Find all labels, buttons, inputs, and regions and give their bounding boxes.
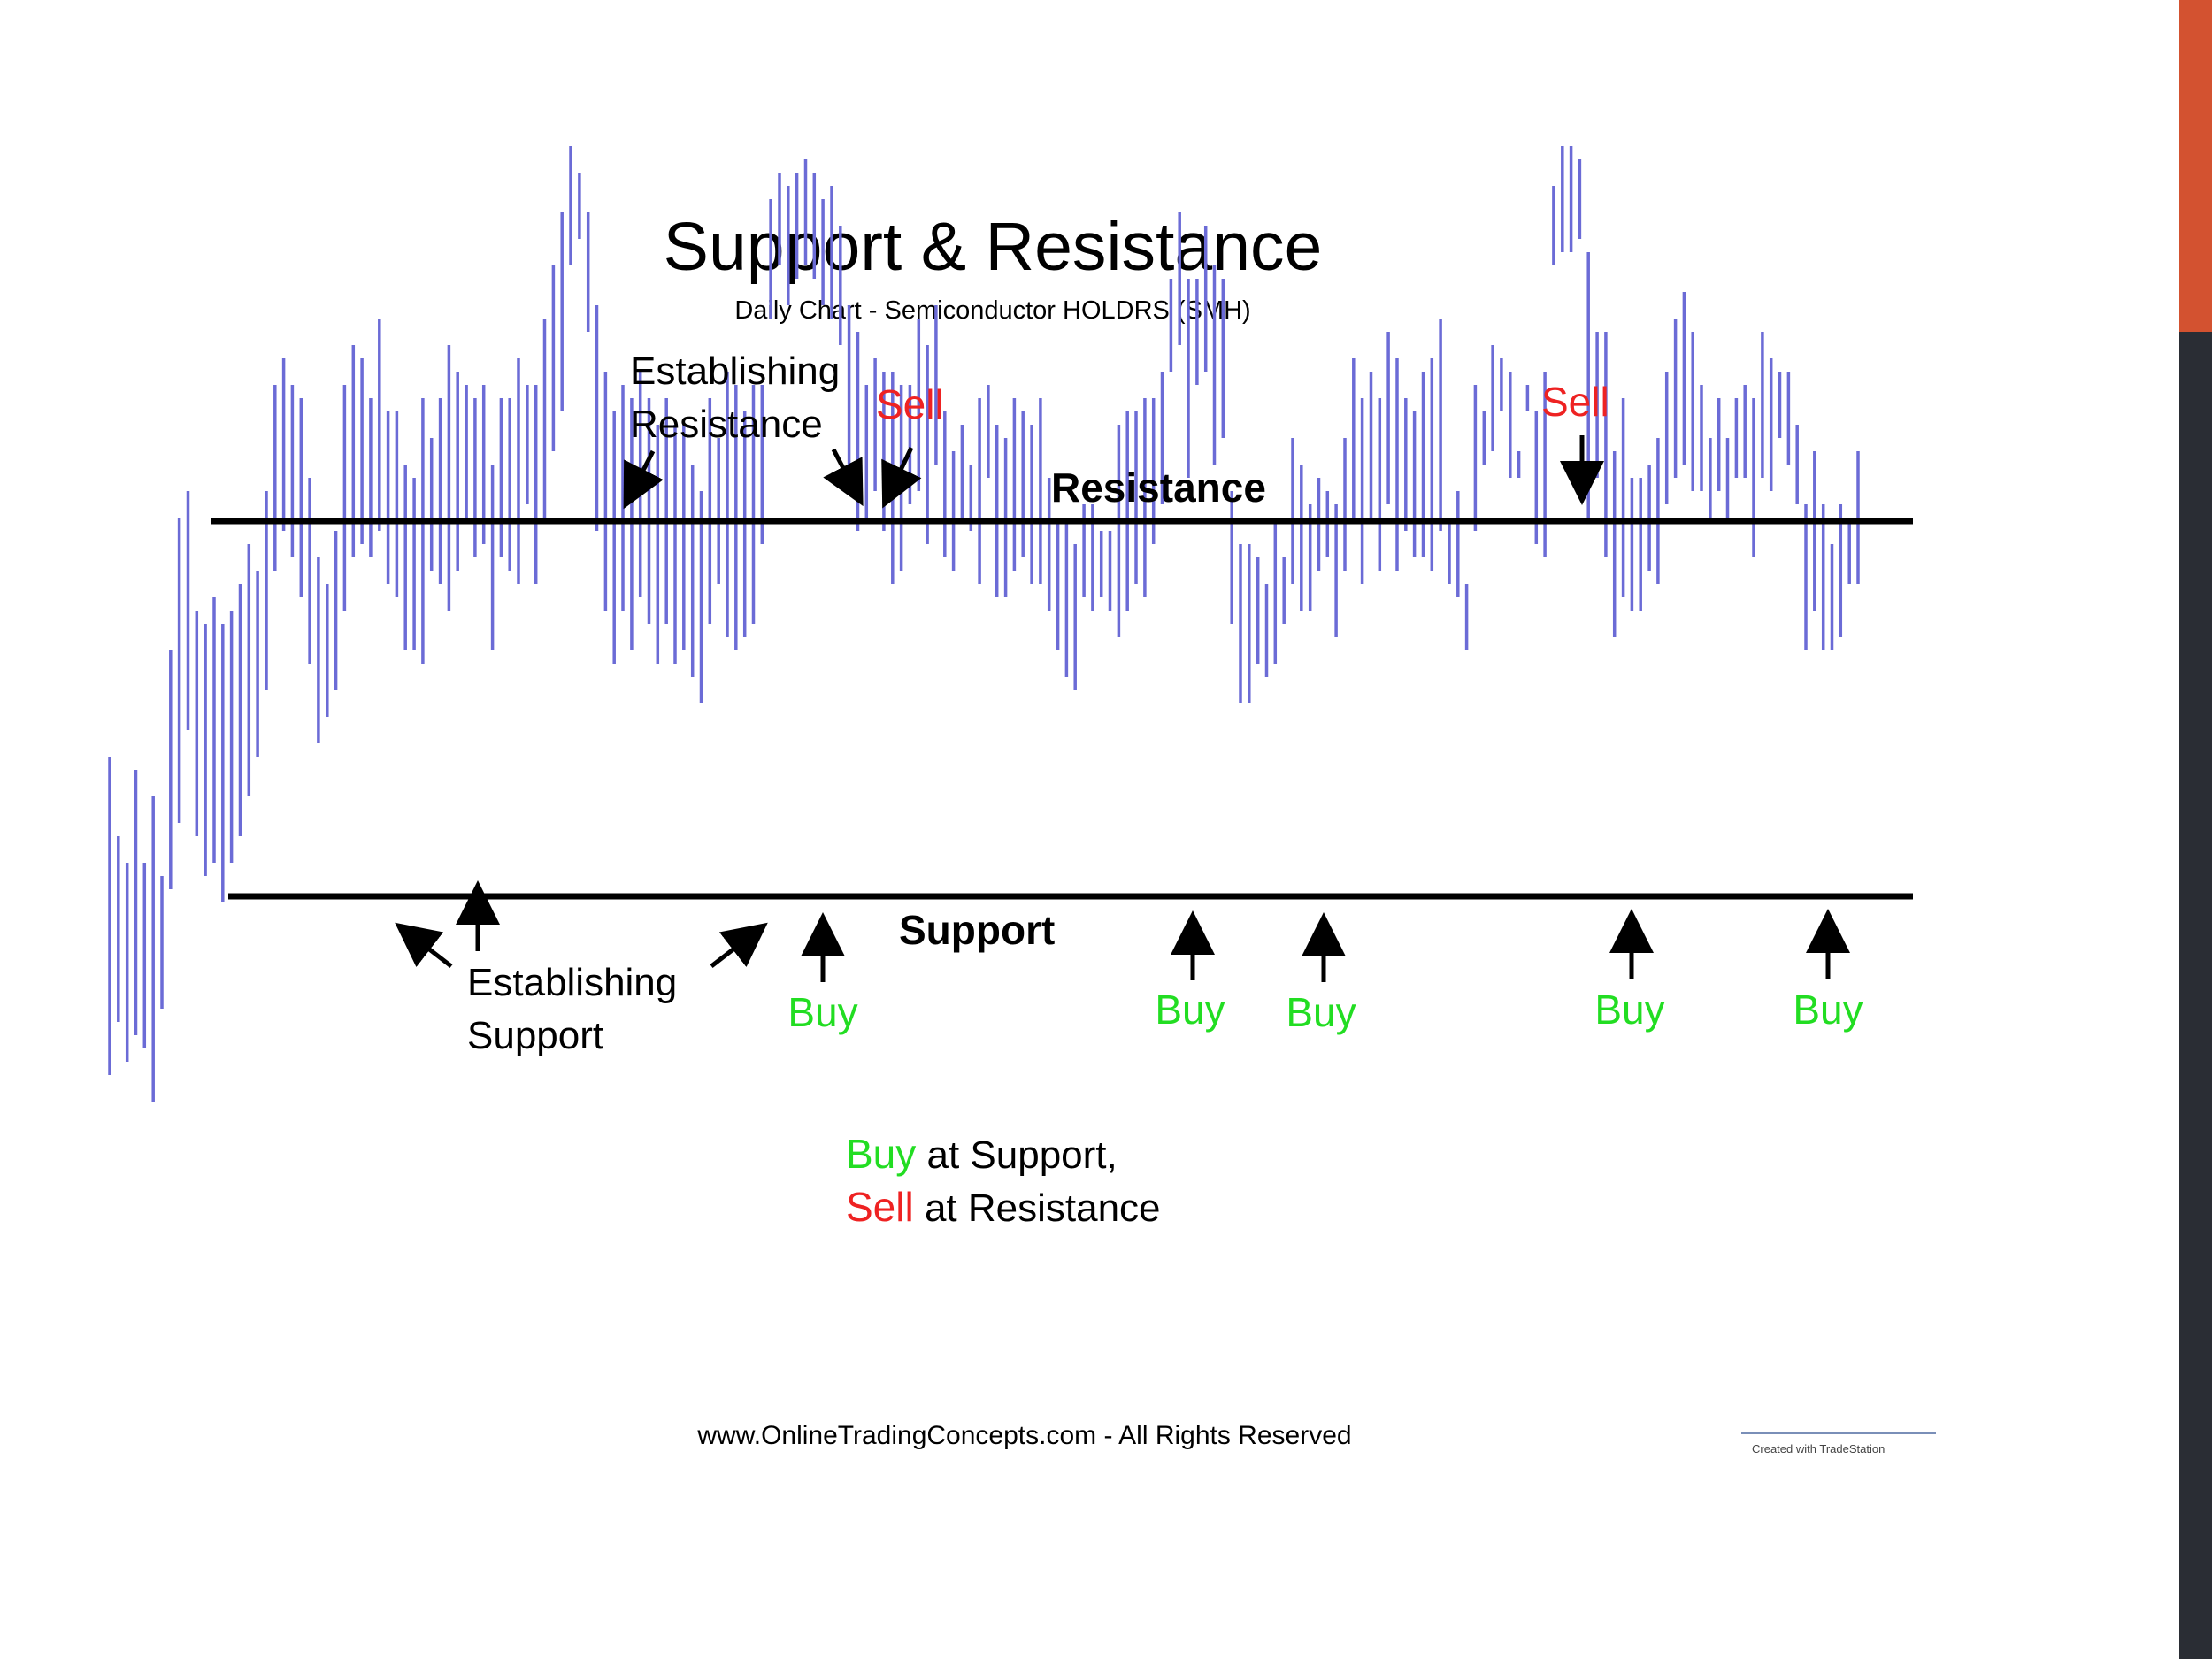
arrow-est-resistance-2 bbox=[823, 448, 864, 507]
chart-subtitle: Daily Chart - Semiconductor HOLDRS (SMH) bbox=[734, 296, 1250, 325]
summary-line-2: Sell at Resistance bbox=[846, 1184, 1161, 1230]
credit-label: Created with TradeStation bbox=[1752, 1442, 1885, 1455]
summary-line-2-text: at Resistance bbox=[914, 1187, 1161, 1230]
buy-label-3: Buy bbox=[1286, 989, 1356, 1035]
arrow-sell-1 bbox=[881, 446, 922, 509]
buy-label-5: Buy bbox=[1793, 987, 1863, 1033]
support-label: Support bbox=[899, 907, 1055, 953]
establishing-support-label: Establishing Support bbox=[467, 961, 688, 1057]
slide-sidebar-accent bbox=[2179, 0, 2212, 332]
summary-sell-word: Sell bbox=[846, 1184, 914, 1230]
arrow-est-support-3 bbox=[710, 922, 768, 968]
buy-label-2: Buy bbox=[1155, 987, 1225, 1033]
chart-title: Support & Resistance bbox=[664, 209, 1323, 285]
sell-label-2: Sell bbox=[1541, 379, 1609, 425]
arrow-est-resistance-1 bbox=[623, 449, 664, 510]
resistance-label: Resistance bbox=[1051, 465, 1266, 511]
arrow-est-support-1 bbox=[395, 922, 453, 968]
buy-label-1: Buy bbox=[787, 989, 857, 1035]
buy-label-4: Buy bbox=[1594, 987, 1664, 1033]
summary-buy-word: Buy bbox=[846, 1131, 916, 1177]
footer-copyright: www.OnlineTradingConcepts.com - All Righ… bbox=[696, 1421, 1351, 1450]
summary-line-1-text: at Support, bbox=[916, 1133, 1117, 1177]
sell-label-1: Sell bbox=[876, 381, 944, 427]
buy-markers: Buy Buy Buy Buy Buy bbox=[787, 909, 1863, 1035]
price-bars bbox=[108, 146, 1860, 1102]
establishing-resistance-label: Establishing Resistance bbox=[630, 349, 851, 446]
summary-line-1: Buy at Support, bbox=[846, 1131, 1118, 1177]
